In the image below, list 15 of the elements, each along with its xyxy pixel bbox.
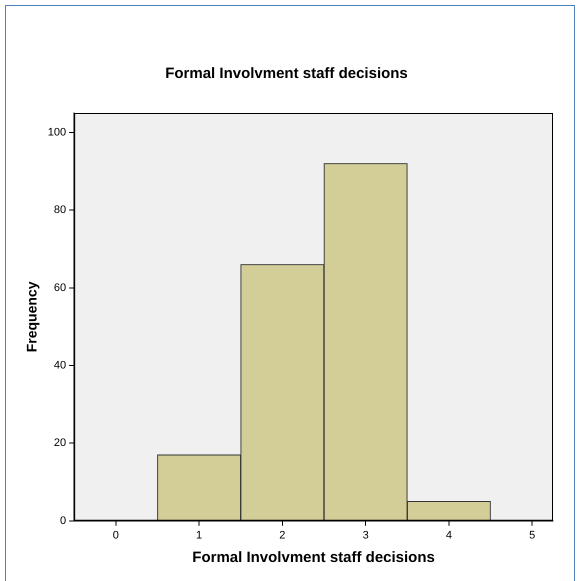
x-tick-label: 2: [279, 529, 286, 542]
y-tick-label: 40: [54, 359, 66, 372]
y-tick-label: 80: [54, 204, 66, 216]
x-tick-label: 1: [196, 529, 202, 542]
chart-title: Formal Involvment staff decisions: [165, 65, 408, 82]
x-tick-label: 3: [362, 529, 369, 542]
x-tick-label: 5: [529, 529, 536, 542]
y-tick-label: 60: [54, 282, 66, 294]
x-tick-label: 4: [446, 529, 452, 542]
y-tick-label: 20: [54, 437, 66, 450]
y-tick-label: 100: [48, 126, 66, 138]
x-tick-label: 0: [112, 529, 119, 542]
x-axis-title: Formal Involvment staff decisions: [192, 549, 435, 566]
y-axis-title: Frequency: [23, 281, 40, 352]
y-tick-label: 0: [60, 514, 66, 527]
